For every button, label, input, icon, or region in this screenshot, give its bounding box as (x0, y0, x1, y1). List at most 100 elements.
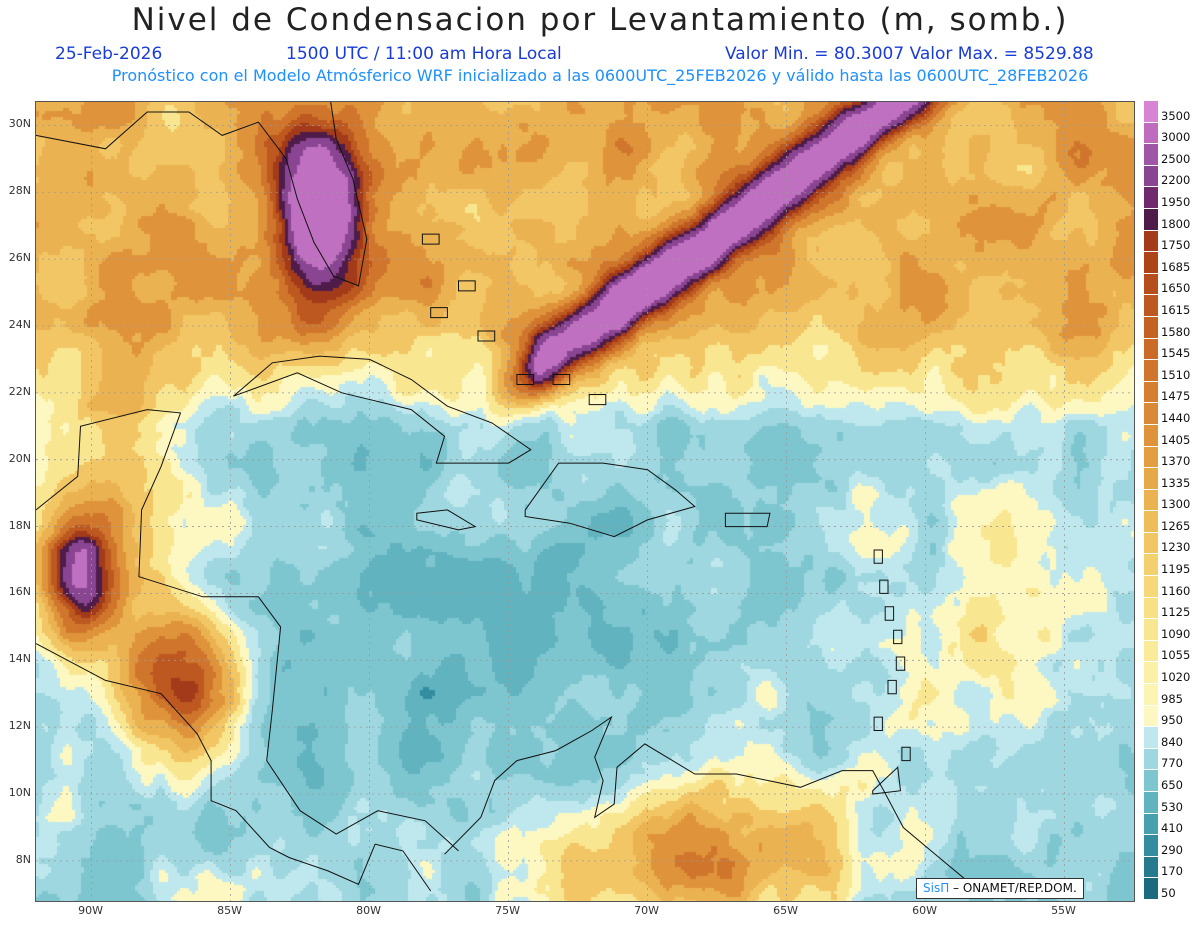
legend-swatch (1144, 597, 1158, 620)
antilles-island (895, 656, 906, 671)
forecast-note: Pronóstico con el Modelo Atmósferico WRF… (111, 66, 1089, 85)
legend-label: 1125 (1161, 605, 1191, 620)
legend-label: 2500 (1161, 151, 1191, 166)
legend-entry: 950 (1144, 705, 1198, 728)
lcl-shaded-field (36, 102, 1134, 901)
map-overlay (36, 102, 1134, 901)
credit-box: SisΠ – ONAMET/REP.DOM. (916, 878, 1084, 899)
min-max-values: Valor Min. = 80.3007 Valor Max. = 8529.8… (725, 44, 1094, 64)
antilles-island (873, 716, 883, 731)
legend-entry: 1510 (1144, 360, 1198, 382)
trinidad-coastline (872, 766, 902, 795)
legend-entry: 1750 (1144, 230, 1198, 253)
legend-swatch (1144, 252, 1158, 274)
legend-swatch (1144, 662, 1158, 685)
legend-swatch (1144, 316, 1158, 339)
legend-label: 530 (1161, 799, 1183, 814)
legend-entry: 1405 (1144, 424, 1198, 447)
legend-label: 1265 (1161, 518, 1191, 533)
legend-label: 1370 (1161, 454, 1191, 469)
lon-tick-label: 90W (78, 904, 104, 917)
legend-entry: 3000 (1144, 122, 1198, 145)
legend-label: 410 (1161, 821, 1183, 836)
legend-label: 50 (1161, 885, 1176, 900)
legend-label: 2200 (1161, 173, 1191, 188)
lat-tick-label: 30N (8, 117, 31, 131)
legend-label: 3500 (1161, 108, 1191, 123)
legend-label: 1615 (1161, 302, 1191, 317)
legend-swatch (1144, 748, 1158, 771)
legend-entry: 1090 (1144, 619, 1198, 641)
legend-swatch (1144, 792, 1158, 814)
lat-tick-label: 26N (8, 251, 31, 265)
lon-tick-label: 80W (356, 904, 381, 917)
antilles-island (901, 746, 911, 762)
legend-label: 840 (1161, 734, 1183, 749)
legend-label: 3000 (1161, 130, 1191, 145)
antilles-island (884, 606, 895, 621)
legend-swatch (1144, 273, 1158, 296)
legend-swatch (1144, 489, 1158, 512)
jamaica-coastline (416, 509, 477, 531)
bahamas-island (477, 330, 496, 342)
legend-entry: 1800 (1144, 208, 1198, 231)
legend-label: 1090 (1161, 626, 1191, 641)
central-america-pacific-coast (36, 643, 432, 892)
lon-tick-label: 60W (912, 904, 937, 917)
lat-tick-label: 22N (8, 384, 31, 398)
legend-entry: 170 (1144, 856, 1198, 879)
puerto-rico-coastline (724, 512, 771, 528)
legend-entry: 1950 (1144, 187, 1198, 209)
bahamas-island (421, 233, 440, 245)
legend-entry: 1370 (1144, 446, 1198, 469)
legend-swatch (1144, 856, 1158, 879)
forecast-date: 25-Feb-2026 (55, 44, 163, 64)
legend-swatch (1144, 144, 1158, 166)
legend-entry: 2200 (1144, 165, 1198, 188)
legend-swatch (1144, 511, 1158, 533)
hispaniola-coastline (524, 462, 696, 538)
legend-entry: 1020 (1144, 662, 1198, 685)
bahamas-island (588, 394, 607, 406)
legend-entry: 650 (1144, 770, 1198, 793)
legend-entry: 290 (1144, 835, 1198, 857)
legend-entry: 1615 (1144, 295, 1198, 317)
lat-tick-label: 28N (8, 184, 31, 198)
legend-entry: 1580 (1144, 316, 1198, 339)
legend-swatch (1144, 101, 1158, 123)
legend-swatch (1144, 576, 1158, 598)
cuba-coastline (233, 355, 532, 464)
legend-label: 1405 (1161, 432, 1191, 447)
legend-swatch (1144, 230, 1158, 253)
antilles-island (887, 679, 897, 695)
bahamas-island (458, 280, 476, 292)
legend-entry: 530 (1144, 792, 1198, 814)
legend-label: 1800 (1161, 216, 1191, 231)
lat-tick-label: 8N (15, 852, 31, 866)
legend-label: 1230 (1161, 540, 1191, 555)
legend-label: 290 (1161, 842, 1183, 857)
lat-tick-label: 16N (8, 585, 31, 599)
florida-coastline (36, 102, 368, 287)
legend-label: 1300 (1161, 497, 1191, 512)
bahamas-island (552, 374, 571, 385)
legend-label: 1510 (1161, 367, 1191, 382)
legend-entry: 1545 (1144, 338, 1198, 361)
legend-entry: 1475 (1144, 381, 1198, 404)
legend-swatch (1144, 684, 1158, 706)
legend-swatch (1144, 208, 1158, 231)
legend-swatch (1144, 338, 1158, 361)
legend-swatch (1144, 727, 1158, 749)
legend-swatch (1144, 770, 1158, 793)
legend-entry: 770 (1144, 748, 1198, 771)
legend-label: 1750 (1161, 238, 1191, 253)
legend-swatch (1144, 403, 1158, 425)
bahamas-island (430, 307, 448, 319)
legend-swatch (1144, 122, 1158, 145)
color-legend: 3500 3000 2500 2200 1950 1800 1750 1685 1650 1615… (1144, 101, 1198, 900)
legend-entry: 3500 (1144, 101, 1198, 123)
lon-tick-label: 75W (495, 904, 520, 917)
bahamas-island (516, 374, 535, 385)
legend-label: 1475 (1161, 389, 1191, 404)
legend-entry: 1335 (1144, 468, 1198, 490)
